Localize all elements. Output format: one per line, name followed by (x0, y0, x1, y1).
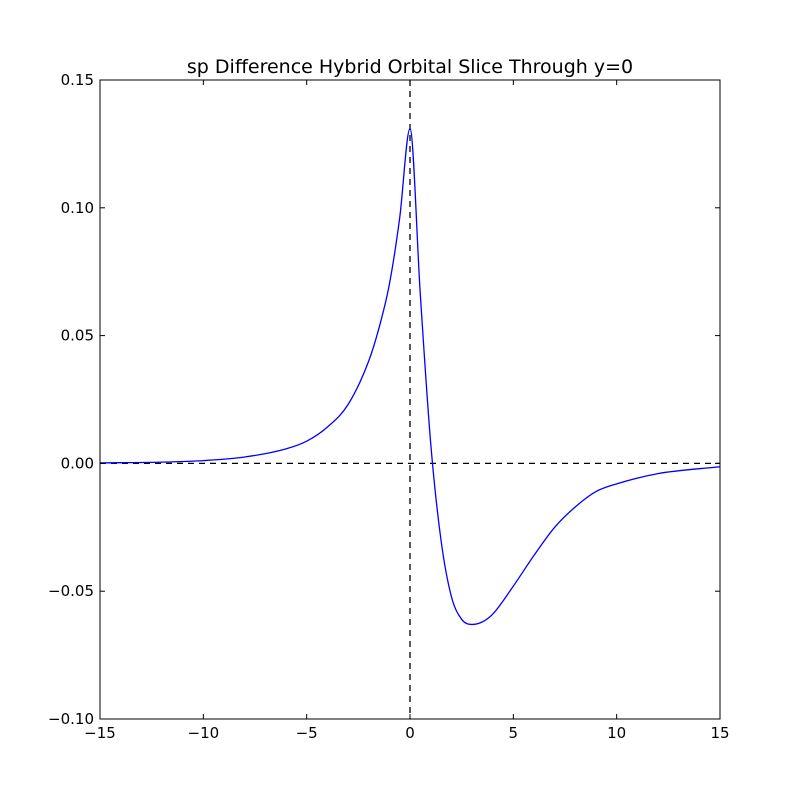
plot-area (100, 80, 720, 719)
y-tick-label: 0.05 (61, 327, 94, 345)
y-tick-label: −0.10 (48, 710, 94, 728)
y-tick-label: −0.05 (48, 582, 94, 600)
x-tick-label: 15 (710, 724, 729, 742)
axes: −15 −10 −5 0 5 10 15 −0.10 −0.05 0.00 0.05 0.10 0.15 (48, 71, 730, 742)
y-tick-label: 0.15 (61, 71, 94, 89)
x-tick-label: −15 (84, 724, 116, 742)
x-tick-label: −5 (296, 724, 318, 742)
x-tick-label: 5 (509, 724, 519, 742)
x-tick-label: −10 (188, 724, 220, 742)
series-line (100, 127, 720, 626)
y-tick-label: 0.10 (61, 199, 94, 217)
x-tick-label: 0 (405, 724, 415, 742)
x-tick-label: 10 (607, 724, 626, 742)
y-tick-label: 0.00 (61, 454, 94, 472)
chart-title: sp Difference Hybrid Orbital Slice Throu… (187, 56, 633, 78)
